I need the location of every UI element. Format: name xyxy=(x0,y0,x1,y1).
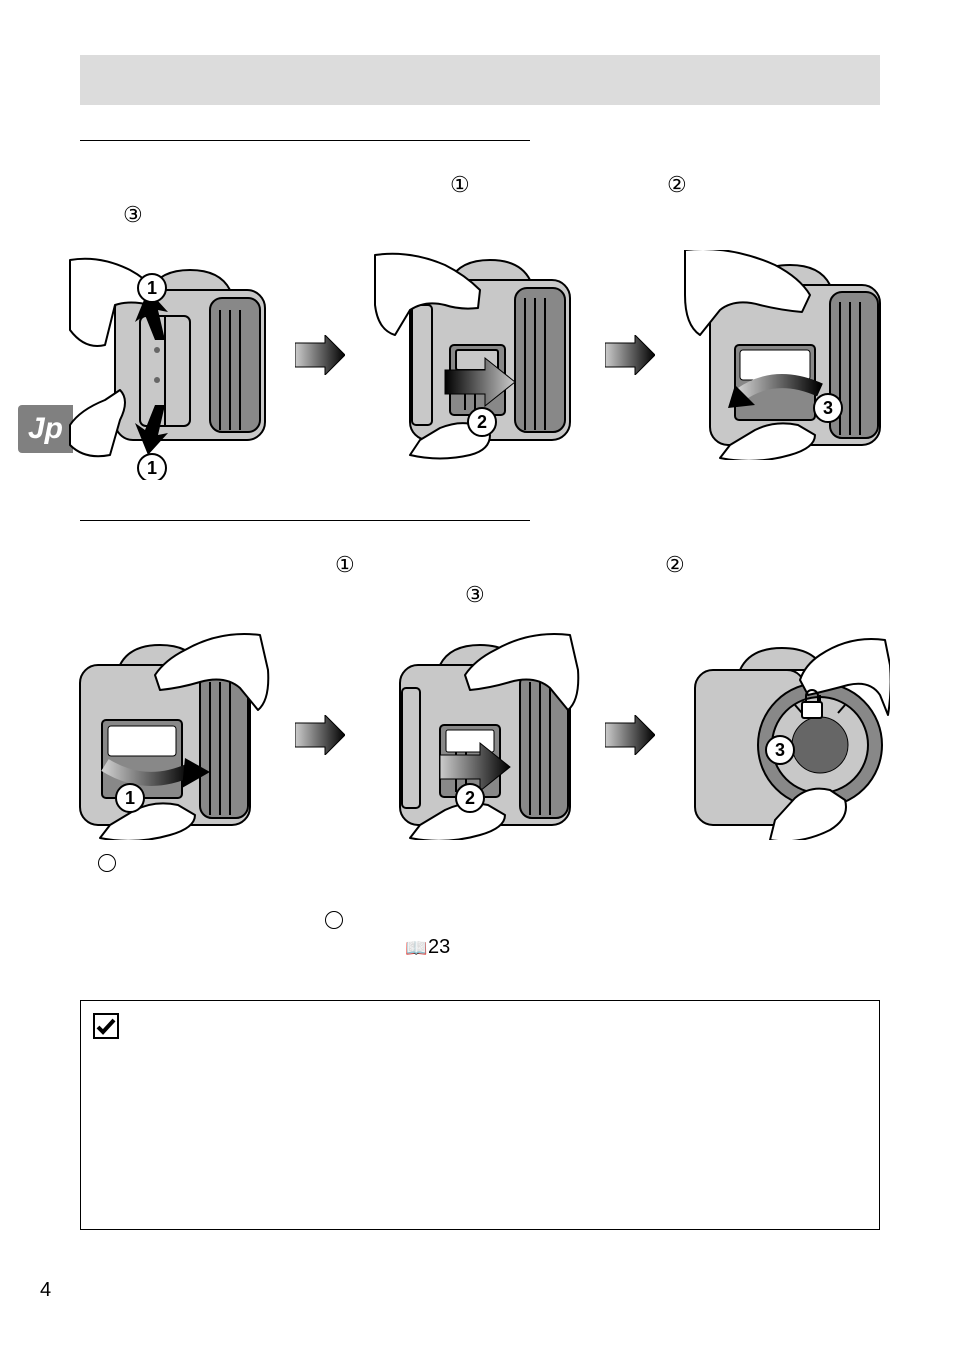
camera-illustration: 1 1 xyxy=(60,250,270,480)
diagram-panel-2-3: 3 xyxy=(680,630,890,840)
note-box xyxy=(80,1000,880,1230)
note-icon xyxy=(93,1013,119,1039)
section-rule-1 xyxy=(80,140,530,141)
diagram-row-2: 1 xyxy=(60,620,890,850)
arrow-icon xyxy=(605,335,655,375)
section-rule-2 xyxy=(80,520,530,521)
step-badge-label: 1 xyxy=(147,278,157,298)
circled-num-1-1: ① xyxy=(450,172,470,198)
header-bar xyxy=(80,55,880,105)
step-badge-label: 3 xyxy=(775,740,785,760)
circled-num-2-3: ③ xyxy=(465,582,485,608)
camera-illustration: 3 xyxy=(680,250,890,460)
diagram-row-1: 1 1 xyxy=(60,240,890,470)
camera-illustration: 2 xyxy=(370,250,580,460)
diagram-panel-2-1: 1 xyxy=(60,630,270,840)
camera-illustration: 1 xyxy=(60,630,270,840)
hollow-circle-marker xyxy=(325,911,343,929)
step-badge-label: 1 xyxy=(147,458,157,478)
arrow-icon xyxy=(295,715,345,755)
diagram-panel-1-1: 1 1 xyxy=(60,250,270,460)
diagram-panel-2-2: 2 xyxy=(370,630,580,840)
circled-num-1-2: ② xyxy=(667,172,687,198)
arrow-icon xyxy=(605,715,655,755)
arrow-icon xyxy=(295,335,345,375)
step-badge-label: 3 xyxy=(823,398,833,418)
page: Jp ① ② ③ xyxy=(0,0,954,1357)
circled-num-2-2: ② xyxy=(665,552,685,578)
language-tab-label: Jp xyxy=(28,412,63,446)
circled-num-1-3: ③ xyxy=(123,202,143,228)
hollow-circle-marker xyxy=(98,854,116,872)
book-icon: 📖 xyxy=(405,938,427,959)
diagram-panel-1-2: 2 xyxy=(370,250,580,460)
camera-illustration: 2 xyxy=(370,630,580,840)
circled-num-2-1: ① xyxy=(335,552,355,578)
camera-illustration: 3 xyxy=(680,630,890,840)
step-badge-label: 1 xyxy=(125,788,135,808)
step-badge-label: 2 xyxy=(465,788,475,808)
step-badge-label: 2 xyxy=(477,412,487,432)
diagram-panel-1-3: 3 xyxy=(680,250,890,460)
page-number: 4 xyxy=(40,1279,51,1302)
page-reference: 23 xyxy=(428,936,450,959)
